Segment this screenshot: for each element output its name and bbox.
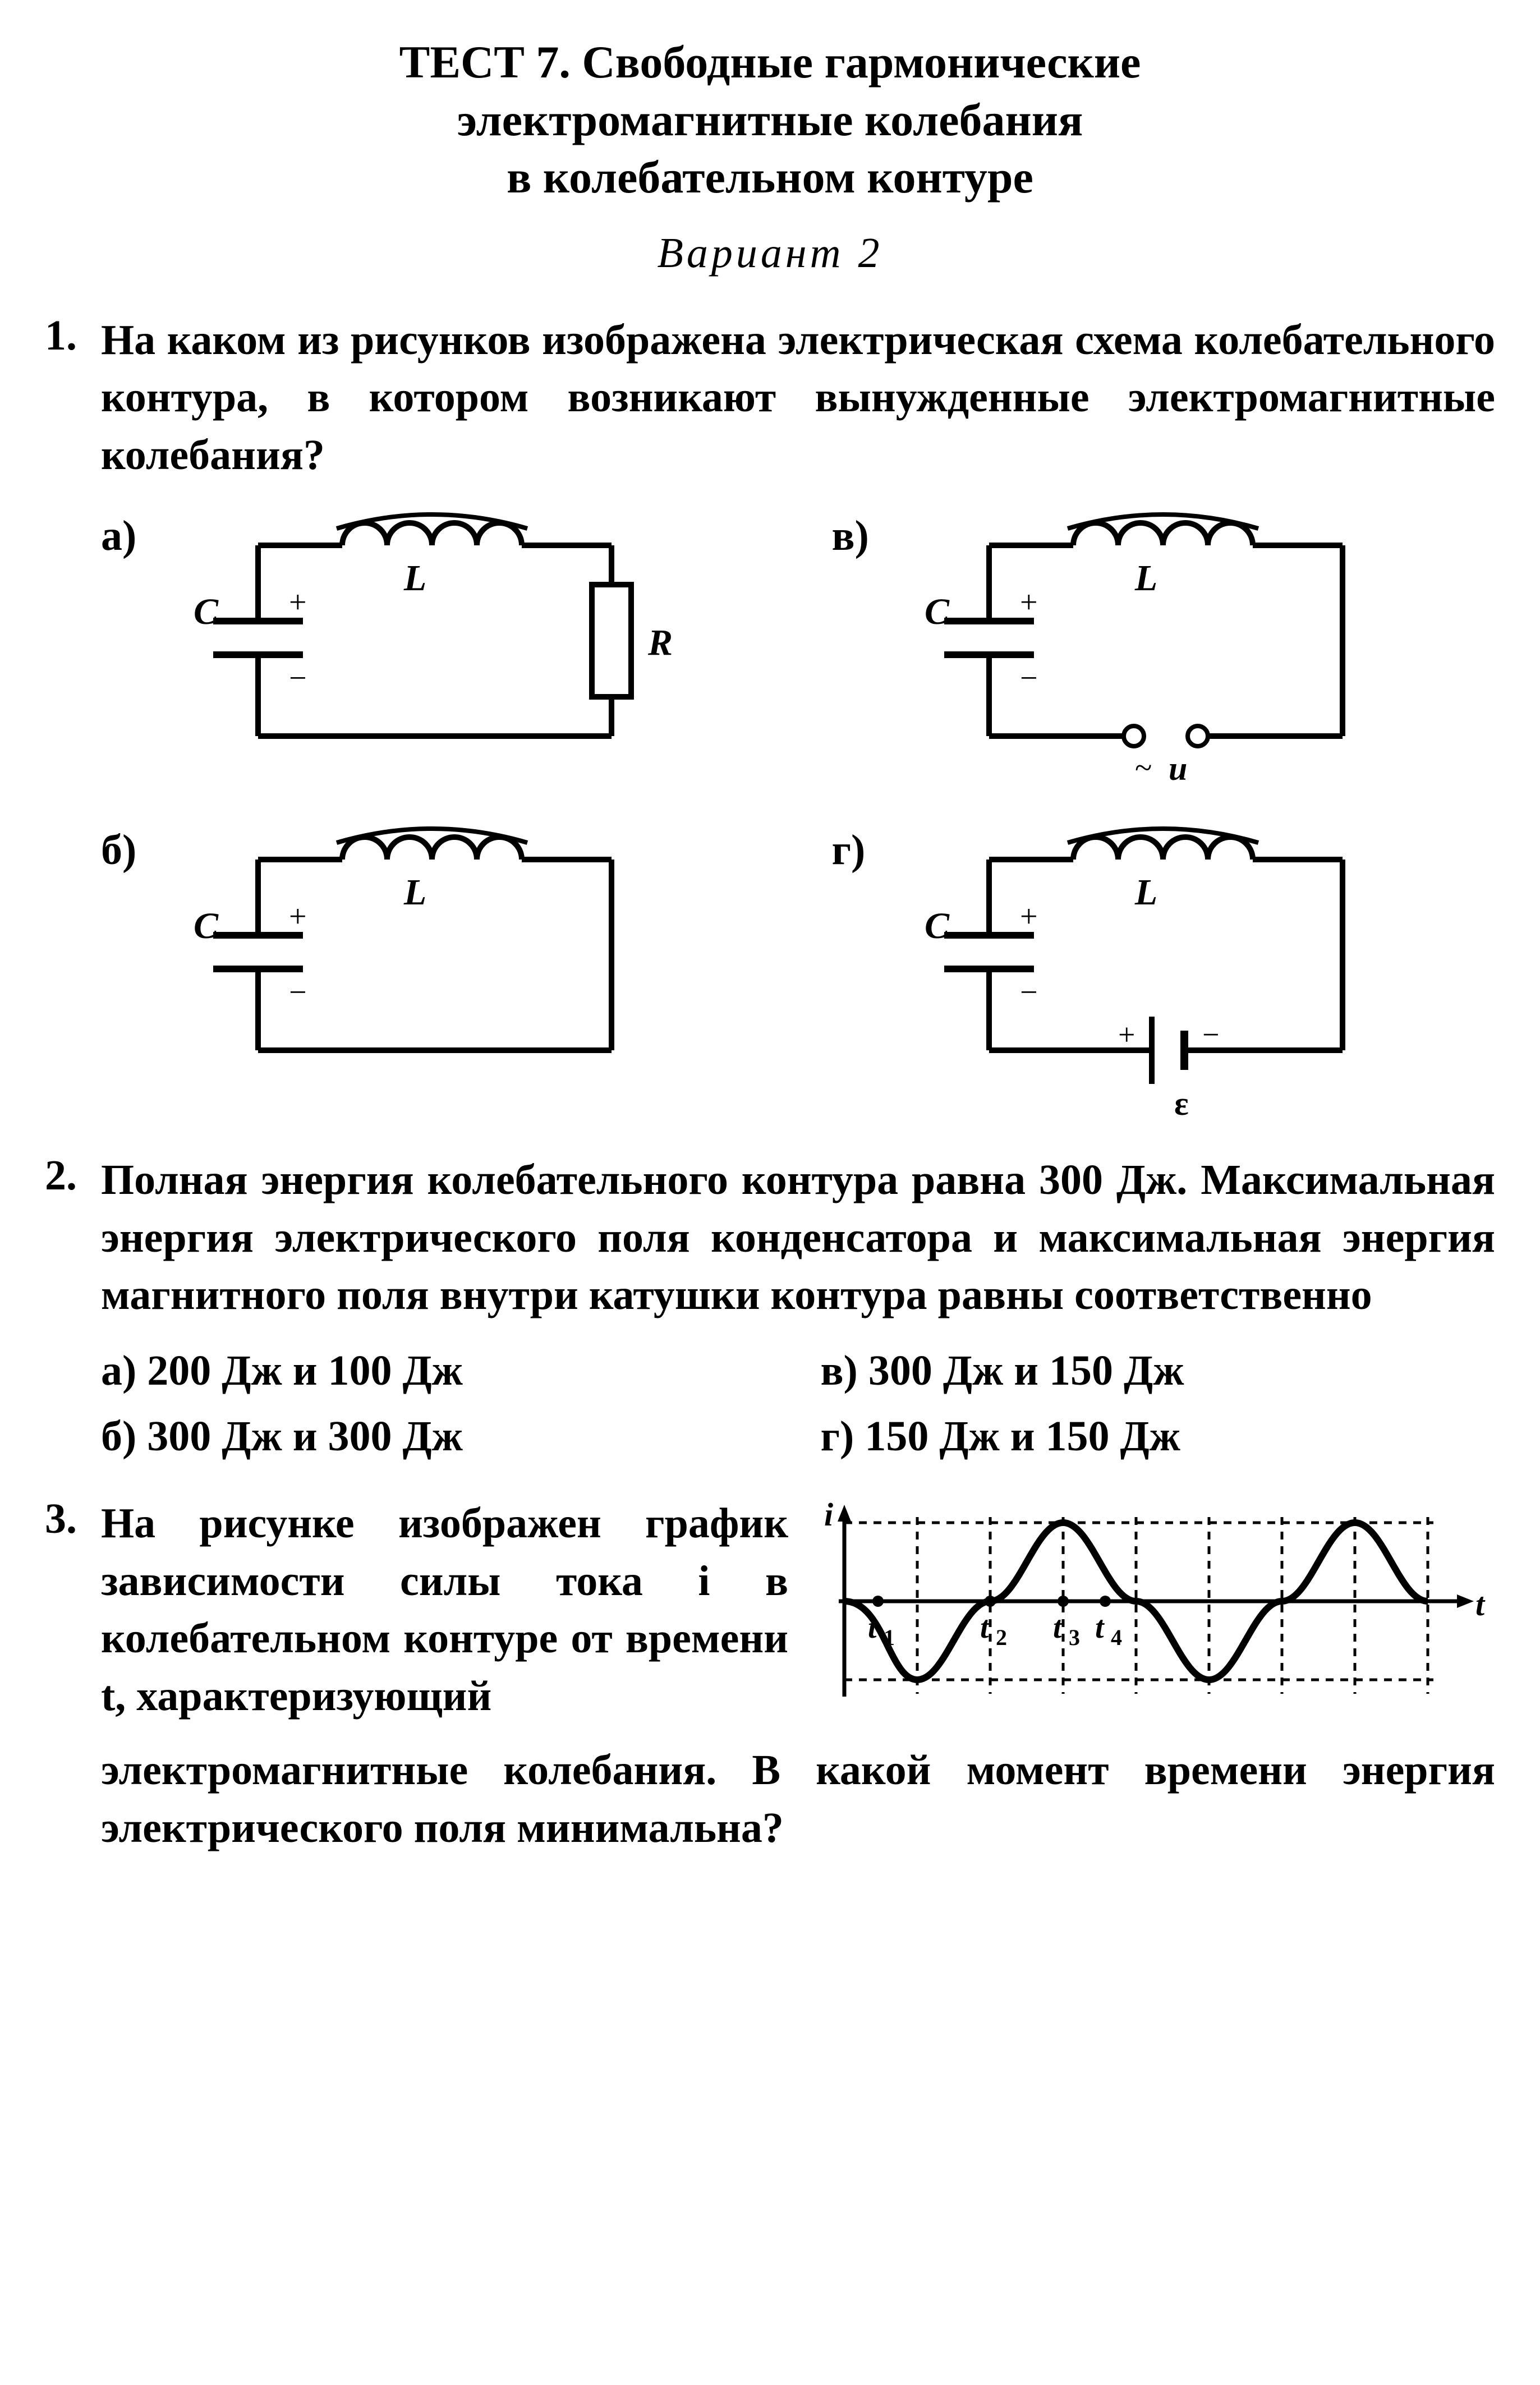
circuit-g-svg: L + − ε C + [899,826,1404,1118]
svg-text:u: u [1169,750,1187,787]
title-block: ТЕСТ 7. Свободные гармонические электром… [45,34,1495,278]
svg-text:−: − [1020,661,1038,696]
svg-text:+: + [289,899,307,934]
svg-text:t: t [1095,1610,1105,1645]
q1-diagrams: а) L R [101,512,1495,1118]
q1-diagram-v: в) L ~ u [832,512,1496,792]
circuit-v-svg: L ~ u C + [899,512,1404,792]
svg-text:C: C [925,906,950,946]
svg-text:L: L [403,872,426,913]
svg-text:+: + [1118,1018,1135,1051]
svg-text:t: t [868,1610,877,1645]
svg-text:t: t [980,1610,990,1645]
q2-opt-v: в) 300 Дж и 150 Дж [821,1347,1496,1395]
circuit-a-svg: L R C + − [168,512,673,764]
q3-text-left: На рисунке изображен график зависимости … [101,1495,788,1725]
svg-text:1: 1 [884,1625,895,1650]
svg-text:−: − [1202,1018,1219,1051]
q2-text: Полная энергия колебательного контура ра… [101,1151,1495,1324]
svg-text:t: t [1053,1610,1063,1645]
circuit-b-svg: L C + − [168,826,673,1078]
svg-text:C: C [194,906,219,946]
q3-number: 3. [45,1495,101,1543]
q1-text: На каком из рисунков изображена электрич… [101,311,1495,484]
q1-diagram-b: б) L C + − [101,826,765,1118]
svg-text:L: L [1134,558,1157,599]
svg-text:−: − [289,661,307,696]
title-line-1: ТЕСТ 7. Свободные гармонические [45,34,1495,91]
variant-label: Вариант 2 [45,229,1495,278]
svg-text:L: L [403,558,426,599]
svg-text:+: + [289,585,307,620]
svg-text:L: L [1134,872,1157,913]
test-title: ТЕСТ 7. Свободные гармонические электром… [45,34,1495,206]
q2-opt-b: б) 300 Дж и 300 Дж [101,1412,776,1461]
q2-opt-g: г) 150 Дж и 150 Дж [821,1412,1496,1461]
q1-diagram-a: а) L R [101,512,765,792]
q3-body: На рисунке изображен график зависимости … [101,1495,1495,1856]
svg-text:~: ~ [1135,751,1152,785]
q1-opt-b-label: б) [101,826,168,875]
q2-body: Полная энергия колебательного контура ра… [101,1151,1495,1461]
svg-text:3: 3 [1069,1625,1080,1650]
svg-text:C: C [194,591,219,632]
svg-text:+: + [1020,585,1038,620]
question-2: 2. Полная энергия колебательного контура… [45,1151,1495,1461]
q3-graph-svg: i t [822,1495,1495,1736]
q1-body: На каком из рисунков изображена электрич… [101,311,1495,1118]
svg-text:t: t [1475,1586,1486,1623]
question-3: 3. На рисунке изображен график зависимос… [45,1495,1495,1856]
q1-diagram-g: г) L + − ε [832,826,1496,1118]
svg-text:C: C [925,591,950,632]
q2-number: 2. [45,1151,101,1200]
q1-opt-g-label: г) [832,826,899,875]
title-line-2: электромагнитные колебания [45,91,1495,149]
svg-text:4: 4 [1111,1625,1122,1650]
svg-text:−: − [1020,975,1038,1010]
q3-row: На рисунке изображен график зависимости … [101,1495,1495,1736]
svg-text:ε: ε [1174,1085,1189,1118]
title-line-3: в колебательном контуре [45,149,1495,206]
q2-opt-a: а) 200 Дж и 100 Дж [101,1347,776,1395]
question-1: 1. На каком из рисунков изображена элект… [45,311,1495,1118]
q3-text-below: электромагнитные колебания. В какой моме… [101,1741,1495,1856]
svg-text:2: 2 [996,1625,1007,1650]
svg-text:i: i [824,1496,833,1533]
svg-text:−: − [289,975,307,1010]
q1-number: 1. [45,311,101,360]
q1-opt-a-label: а) [101,512,168,560]
svg-text:+: + [1020,899,1038,934]
q2-options: а) 200 Дж и 100 Дж в) 300 Дж и 150 Дж б)… [101,1347,1495,1461]
svg-text:R: R [647,622,673,663]
q1-opt-v-label: в) [832,512,899,560]
